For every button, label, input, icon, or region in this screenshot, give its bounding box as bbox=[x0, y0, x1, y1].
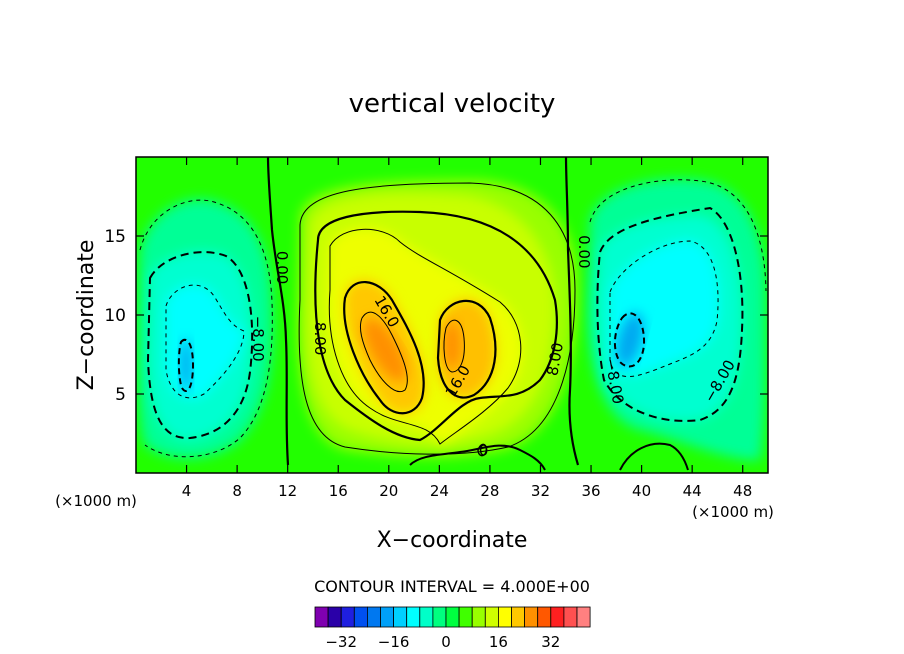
contour-zero-small bbox=[477, 443, 488, 457]
colorbar-swatch bbox=[314, 606, 329, 628]
contour-fill-neg16-left bbox=[180, 339, 192, 391]
y-tick-label: 15 bbox=[104, 227, 126, 247]
contour-20-right bbox=[443, 319, 465, 373]
colorbar-swatch bbox=[340, 606, 355, 628]
contour-fill-neg16-right bbox=[616, 312, 644, 368]
colorbar-tick-label: 16 bbox=[489, 633, 508, 651]
y-tick-labels: 5 10 15 bbox=[104, 227, 126, 405]
colorbar-tick-labels: −32 −16 0 16 32 bbox=[325, 633, 560, 651]
y-axis-label: Z−coordinate bbox=[74, 240, 99, 391]
contour-label: 8.00 bbox=[543, 341, 567, 377]
axis-ticks bbox=[136, 157, 768, 473]
x-tick-labels: 4 8 12 16 20 24 28 32 36 40 44 48 bbox=[182, 482, 752, 500]
colorbar-tick-label: −32 bbox=[325, 633, 357, 651]
contour-neg4-right bbox=[589, 179, 767, 292]
contour-12-positive bbox=[328, 228, 522, 445]
colorbar-swatch bbox=[484, 606, 499, 628]
colorbar-swatch bbox=[511, 606, 526, 628]
contour-neg4-left bbox=[139, 199, 273, 458]
colorbar-swatch bbox=[419, 606, 434, 628]
downdraft-right bbox=[587, 178, 766, 461]
contour-fill-20-right bbox=[443, 321, 461, 369]
contour-neg12-right bbox=[609, 240, 719, 377]
y-tick-label: 10 bbox=[104, 306, 126, 326]
contour-zero-bottom-2 bbox=[619, 442, 689, 471]
contour-label: 8.00 bbox=[311, 322, 329, 355]
colorbar-swatch bbox=[327, 606, 342, 628]
updraft-region bbox=[297, 180, 578, 458]
contour-label: 0.00 bbox=[273, 251, 291, 284]
x-unit-label-right: (×1000 m) bbox=[692, 503, 774, 521]
colorbar-swatch bbox=[524, 606, 539, 628]
x-axis-label: X−coordinate bbox=[377, 528, 528, 553]
contour-label: 0 bbox=[479, 441, 489, 459]
contour-4-positive bbox=[298, 182, 576, 455]
zero-contour-right bbox=[564, 157, 580, 466]
x-tick-label: 20 bbox=[379, 482, 398, 500]
x-tick-label: 48 bbox=[733, 482, 752, 500]
contour-neg12-left bbox=[165, 284, 245, 399]
contour-fill-20-left bbox=[363, 318, 407, 382]
x-tick-label: 36 bbox=[581, 482, 600, 500]
contour-20-left bbox=[359, 311, 408, 393]
x-tick-label: 4 bbox=[182, 482, 192, 500]
x-tick-label: 32 bbox=[531, 482, 550, 500]
chart-title: vertical velocity bbox=[349, 89, 556, 119]
contour-zero-bottom-1 bbox=[409, 444, 546, 471]
colorbar-swatch bbox=[537, 606, 552, 628]
contour-label: −8.00 bbox=[249, 316, 267, 362]
colorbar-swatch bbox=[393, 606, 408, 628]
contour-label: 0.00 bbox=[575, 235, 593, 268]
y-tick-label: 5 bbox=[115, 385, 126, 405]
x-tick-label: 16 bbox=[329, 482, 348, 500]
colorbar-swatch bbox=[353, 606, 368, 628]
colorbar-swatch bbox=[406, 606, 421, 628]
colorbar-swatch bbox=[471, 606, 486, 628]
x-unit-label-left: (×1000 m) bbox=[55, 492, 137, 510]
colorbar-swatch bbox=[550, 606, 565, 628]
x-tick-label: 28 bbox=[480, 482, 499, 500]
downdraft-left bbox=[138, 199, 273, 459]
colorbar-swatch bbox=[366, 606, 381, 628]
x-tick-label: 44 bbox=[683, 482, 702, 500]
contour-lines bbox=[139, 157, 767, 471]
x-tick-label: 12 bbox=[278, 482, 297, 500]
contour-neg8-left bbox=[146, 251, 254, 440]
contour-16-right bbox=[436, 299, 497, 399]
colorbar-swatch bbox=[497, 606, 512, 628]
colorbar-swatch bbox=[563, 606, 578, 628]
colorbar bbox=[314, 606, 591, 628]
colorbar-swatch bbox=[445, 606, 460, 628]
x-tick-label: 24 bbox=[430, 482, 449, 500]
zero-contour-left bbox=[266, 157, 290, 466]
colorbar-tick-label: 0 bbox=[441, 633, 451, 651]
colorbar-tick-label: 32 bbox=[541, 633, 560, 651]
x-tick-label: 8 bbox=[232, 482, 242, 500]
contour-16-left bbox=[343, 281, 425, 415]
contour-neg8-right bbox=[596, 206, 744, 422]
colorbar-swatch bbox=[432, 606, 447, 628]
colorbar-swatch bbox=[380, 606, 395, 628]
contour-interval-label: CONTOUR INTERVAL = 4.000E+00 bbox=[314, 577, 590, 596]
contour-8-positive bbox=[314, 210, 558, 442]
colorbar-swatch bbox=[576, 606, 591, 628]
x-tick-label: 40 bbox=[632, 482, 651, 500]
colorbar-tick-label: −16 bbox=[378, 633, 410, 651]
colorbar-swatch bbox=[458, 606, 473, 628]
